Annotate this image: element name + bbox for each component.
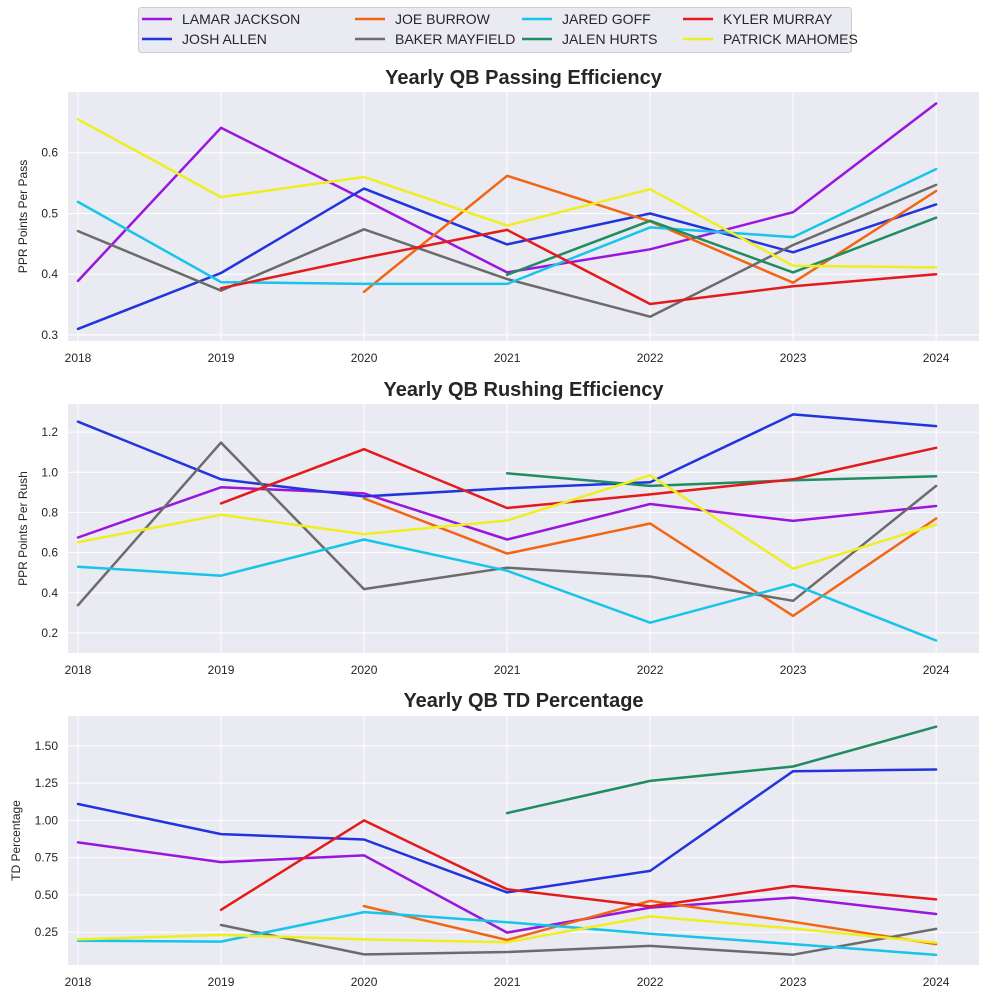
y-tick-label: 1.0 [41,465,58,479]
series-line-lamar-jackson [76,102,938,283]
series-line-kyler-murray [219,446,938,510]
y-tick-label: 0.4 [41,586,58,600]
y-tick-label: 0.6 [41,546,58,560]
series-line-kyler-murray [219,228,938,306]
x-tick-label: 2024 [923,351,950,365]
y-tick-label: 1.2 [41,425,58,439]
y-tick-label: 1.00 [35,813,59,827]
legend-label: JOSH ALLEN [182,31,267,47]
plot-area [68,404,979,653]
x-tick-label: 2022 [637,663,664,677]
series-line-baker-mayfield [219,923,938,956]
x-tick-label: 2019 [208,663,235,677]
x-tick-label: 2020 [351,663,378,677]
series-line-lamar-jackson [76,841,938,934]
x-tick-label: 2021 [494,975,521,989]
y-axis-label: PPR Points Per Pass [16,160,30,273]
series-line-jalen-hurts [505,216,938,277]
series-line-jared-goff [76,167,938,286]
x-tick-label: 2018 [65,351,92,365]
series-line-jalen-hurts [505,472,938,488]
chart-panels: Yearly QB Passing Efficiency 2018 2019 2020… [9,67,979,989]
x-tick-label: 2024 [923,663,950,677]
series-line-josh-allen [76,413,938,498]
series-line-patrick-mahomes [76,118,938,269]
y-tick-label: 0.50 [35,888,59,902]
legend: LAMAR JACKSON JOSH ALLEN JOE BURROW BAKER M… [138,7,858,53]
x-tick-label: 2022 [637,975,664,989]
legend-label: JARED GOFF [562,11,651,27]
legend-item-kyler-murray: KYLER MURRAY [683,11,833,27]
legend-item-patrick-mahomes: PATRICK MAHOMES [683,31,858,47]
series-line-jared-goff [76,910,938,957]
legend-frame [138,7,852,53]
series-line-baker-mayfield [76,441,938,607]
legend-label: JALEN HURTS [562,31,657,47]
x-tick-label: 2019 [208,351,235,365]
series-line-josh-allen [76,768,938,894]
series-line-baker-mayfield [76,183,938,318]
legend-label: BAKER MAYFIELD [395,31,515,47]
x-tick-label: 2018 [65,975,92,989]
legend-item-lamar-jackson: LAMAR JACKSON [142,11,300,27]
series-line-lamar-jackson [76,486,938,541]
series-line-jared-goff [76,538,938,642]
x-tick-label: 2020 [351,975,378,989]
legend-item-jared-goff: JARED GOFF [522,11,651,27]
legend-label: KYLER MURRAY [723,11,833,27]
y-tick-label: 1.25 [35,776,59,790]
legend-label: PATRICK MAHOMES [723,31,858,47]
x-tick-label: 2019 [208,975,235,989]
y-tick-label: 0.5 [41,206,58,220]
y-tick-label: 0.8 [41,505,58,519]
series-line-patrick-mahomes [76,474,938,570]
x-tick-label: 2020 [351,351,378,365]
series-line-joe-burrow [362,899,938,946]
y-tick-label: 1.50 [35,739,59,753]
y-tick-label: 0.3 [41,328,58,342]
y-tick-label: 0.25 [35,925,59,939]
plot-area [68,92,979,341]
chart-title: Yearly QB Rushing Efficiency [383,379,664,401]
chart-panel-2: Yearly QB Rushing Efficiency 2018 2019 2020… [16,379,979,677]
y-tick-label: 0.6 [41,146,58,160]
x-tick-label: 2021 [494,351,521,365]
chart-title: Yearly QB TD Percentage [403,690,643,712]
y-axis-label: PPR Points Per Rush [16,471,30,586]
legend-item-joe-burrow: JOE BURROW [355,11,491,27]
x-tick-label: 2024 [923,975,950,989]
y-tick-label: 0.4 [41,267,58,281]
x-tick-label: 2022 [637,351,664,365]
legend-item-baker-mayfield: BAKER MAYFIELD [355,31,515,47]
chart-panel-1: Yearly QB Passing Efficiency 2018 2019 2020… [16,67,979,365]
series-line-jalen-hurts [505,725,938,815]
series-line-josh-allen [76,187,938,331]
chart-panel-3: Yearly QB TD Percentage 2018 2019 2020 2021 2… [9,690,979,989]
y-tick-label: 0.75 [35,851,59,865]
x-tick-label: 2018 [65,663,92,677]
x-tick-label: 2023 [780,975,807,989]
series-line-kyler-murray [219,819,938,912]
x-tick-label: 2023 [780,351,807,365]
x-tick-label: 2023 [780,663,807,677]
x-tick-label: 2021 [494,663,521,677]
y-axis-label: TD Percentage [9,800,23,881]
legend-label: LAMAR JACKSON [182,11,300,27]
legend-label: JOE BURROW [395,11,491,27]
series-line-joe-burrow [362,497,938,618]
legend-item-jalen-hurts: JALEN HURTS [522,31,657,47]
series-line-patrick-mahomes [76,915,938,944]
y-tick-label: 0.2 [41,626,58,640]
chart-title: Yearly QB Passing Efficiency [385,67,663,89]
legend-item-josh-allen: JOSH ALLEN [142,31,267,47]
